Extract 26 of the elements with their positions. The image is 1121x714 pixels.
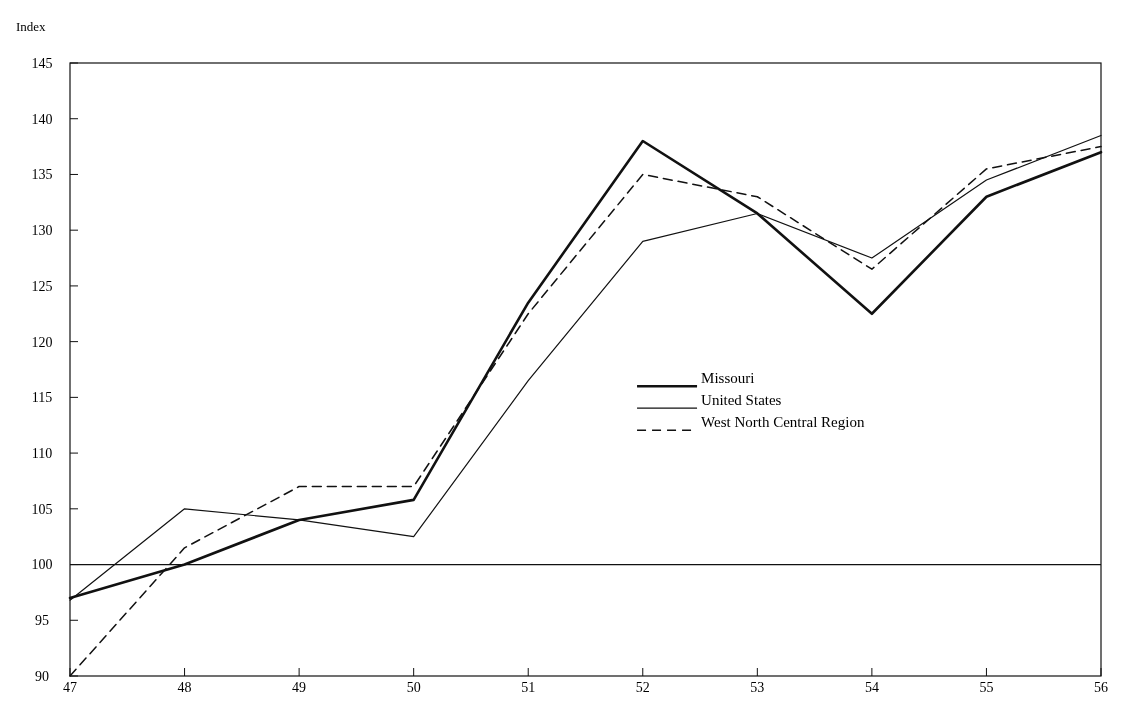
y-tick-label: 140 <box>31 111 53 127</box>
y-axis-title: Index <box>16 19 47 34</box>
x-tick-label: 51 <box>521 680 536 695</box>
y-tick-label: 110 <box>31 445 53 461</box>
x-tick-label: 49 <box>292 680 307 695</box>
legend-label: Missouri <box>701 370 755 387</box>
x-tick-label: 47 <box>63 680 77 695</box>
y-tick-label: 115 <box>31 390 53 406</box>
y-tick-label: 90 <box>35 668 49 684</box>
x-tick-label: 56 <box>1094 680 1108 695</box>
x-tick-label: 55 <box>979 680 994 695</box>
legend-label: United States <box>701 392 782 409</box>
x-tick-label: 53 <box>750 680 765 695</box>
y-tick-label: 120 <box>31 334 53 350</box>
x-tick-label: 52 <box>635 680 650 695</box>
y-tick-label: 95 <box>35 613 49 629</box>
y-tick-label: 135 <box>31 167 53 183</box>
y-tick-label: 145 <box>31 55 53 71</box>
y-tick-label: 105 <box>31 501 53 517</box>
y-tick-label: 100 <box>31 557 53 573</box>
y-tick-label: 130 <box>31 223 53 239</box>
x-tick-label: 48 <box>177 680 192 695</box>
legend-label: West North Central Region <box>701 414 865 431</box>
x-tick-label: 50 <box>406 680 421 695</box>
x-tick-label: 54 <box>864 680 879 695</box>
y-tick-label: 125 <box>31 278 53 294</box>
